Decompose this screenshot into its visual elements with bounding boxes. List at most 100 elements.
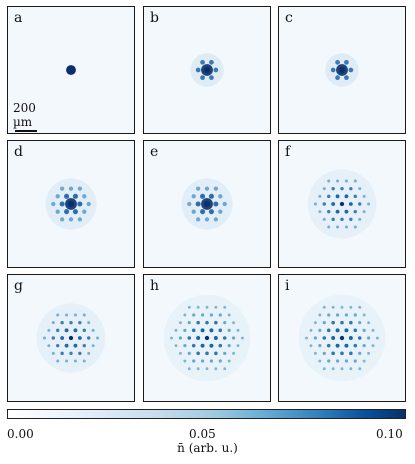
density-spot: [178, 321, 182, 325]
density-spot: [322, 187, 326, 191]
density-spot: [344, 328, 349, 333]
density-spot: [326, 343, 331, 348]
density-spot: [362, 210, 366, 214]
density-spot: [187, 305, 191, 309]
density-spot: [213, 186, 219, 191]
density-spot: [73, 359, 77, 363]
density-spot: [209, 59, 214, 65]
density-spot: [344, 179, 348, 183]
density-spot: [327, 194, 331, 199]
density-spot: [335, 59, 340, 65]
density-spot: [353, 343, 358, 348]
density-spot: [335, 209, 340, 214]
density-spot: [82, 209, 87, 214]
density-spot: [223, 367, 227, 371]
density-spot: [305, 336, 308, 340]
density-spot: [335, 194, 340, 199]
density-spot: [65, 198, 77, 210]
density-spot: [327, 225, 331, 229]
colorbar-label: n̄ (arb. u.): [177, 441, 238, 455]
density-spot: [59, 217, 65, 222]
density-spot: [331, 217, 335, 222]
density-image: [190, 53, 224, 87]
density-spot: [331, 186, 335, 191]
panel-label: g: [14, 278, 23, 294]
density-spot: [200, 75, 205, 81]
density-spot: [335, 343, 340, 348]
density-spot: [82, 343, 86, 348]
density-spot: [205, 367, 209, 371]
density-spot: [236, 328, 240, 332]
density-spot: [72, 193, 78, 199]
density-spot: [77, 201, 83, 207]
density-spot: [358, 202, 362, 206]
panel-c: c: [278, 6, 406, 134]
density-spot: [86, 201, 91, 207]
density-spot: [340, 320, 344, 325]
density-spot: [241, 336, 244, 340]
density-spot: [187, 321, 191, 325]
density-spot: [358, 305, 362, 309]
density-image: [298, 294, 386, 382]
density-spot: [196, 336, 201, 340]
density-spot: [96, 336, 100, 340]
density-spot: [362, 313, 366, 317]
density-spot: [327, 179, 331, 183]
density-spot: [214, 305, 218, 309]
density-spot: [353, 179, 357, 183]
density-spot: [91, 344, 95, 348]
density-spot: [339, 335, 345, 341]
density-spot: [340, 305, 344, 309]
panel-label: a: [14, 10, 23, 26]
density-spot: [362, 359, 366, 363]
density-spot: [227, 328, 231, 332]
density-spot: [322, 351, 326, 355]
density-spot: [353, 313, 357, 317]
density-spot: [222, 201, 227, 207]
density-spot: [331, 336, 336, 340]
density-spot: [60, 320, 64, 325]
density-spot: [371, 328, 375, 332]
density-spot: [201, 64, 213, 76]
density-spot: [318, 313, 322, 317]
density-spot: [191, 209, 196, 214]
density-spot: [231, 336, 236, 340]
density-spot: [222, 336, 227, 340]
density-spot: [218, 313, 222, 317]
density-spot: [51, 321, 55, 325]
density-spot: [318, 344, 322, 348]
colorbar: [7, 409, 406, 419]
density-spot: [357, 336, 362, 340]
density-spot: [64, 209, 70, 215]
density-spot: [192, 313, 196, 317]
density-spot: [65, 313, 69, 317]
density-spot: [336, 225, 340, 229]
panel-g: g: [7, 274, 135, 402]
density-spot: [209, 343, 214, 348]
density-spot: [65, 359, 69, 363]
density-spot: [348, 67, 354, 73]
density-spot: [183, 328, 187, 332]
panel-i: i: [278, 274, 406, 402]
density-spot: [309, 328, 313, 332]
density-spot: [174, 344, 178, 348]
density-spot: [82, 328, 86, 333]
density-spot: [331, 305, 335, 309]
density-spot: [349, 351, 353, 356]
density-image: [163, 294, 251, 382]
density-spot: [340, 217, 344, 222]
density-spot: [344, 359, 349, 363]
density-spot: [227, 359, 231, 363]
density-spot: [73, 328, 78, 333]
density-spot: [313, 202, 317, 206]
density-spot: [335, 75, 340, 81]
density-spot: [60, 351, 64, 356]
density-spot: [208, 209, 214, 215]
density-spot: [178, 351, 182, 355]
density-spot: [204, 335, 210, 341]
density-spot: [195, 201, 201, 207]
density-spot: [232, 321, 236, 325]
density-spot: [213, 67, 219, 73]
density-spot: [331, 320, 335, 325]
density-spot: [322, 336, 327, 340]
